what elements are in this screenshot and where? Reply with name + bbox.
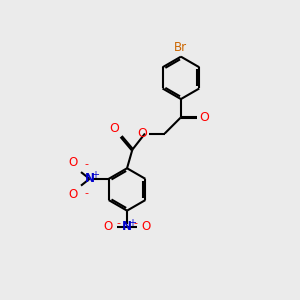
Text: O: O	[142, 220, 151, 233]
Text: O: O	[110, 122, 119, 135]
Text: O: O	[137, 127, 147, 140]
Text: N: N	[122, 220, 132, 233]
Text: O: O	[103, 220, 112, 233]
Text: O: O	[68, 188, 78, 201]
Text: N: N	[85, 172, 94, 185]
Text: O: O	[68, 156, 78, 170]
Text: Br: Br	[174, 41, 188, 54]
Text: -: -	[85, 188, 88, 198]
Text: +: +	[128, 218, 136, 228]
Text: -: -	[85, 159, 88, 170]
Text: -: -	[117, 218, 121, 228]
Text: +: +	[91, 170, 99, 180]
Text: -: -	[133, 218, 137, 228]
Text: O: O	[199, 111, 209, 124]
